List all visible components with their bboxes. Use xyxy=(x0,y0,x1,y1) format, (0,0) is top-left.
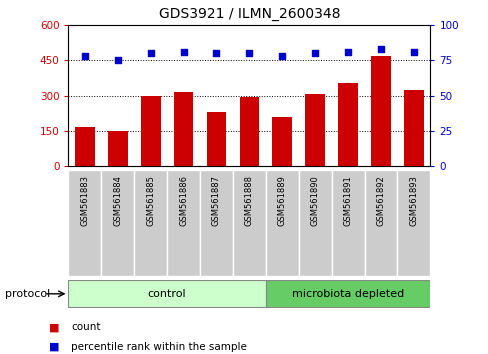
Bar xyxy=(134,170,167,276)
Point xyxy=(179,49,187,55)
Bar xyxy=(397,170,429,276)
Text: control: control xyxy=(147,289,186,299)
Point xyxy=(344,49,351,55)
Point xyxy=(81,53,89,59)
Text: GSM561891: GSM561891 xyxy=(343,175,352,226)
Bar xyxy=(141,96,160,166)
Point xyxy=(409,49,417,55)
Bar xyxy=(239,97,259,166)
Text: GSM561890: GSM561890 xyxy=(310,175,319,226)
Bar xyxy=(403,90,423,166)
Text: count: count xyxy=(71,322,100,332)
Bar xyxy=(370,56,390,166)
Text: GSM561887: GSM561887 xyxy=(212,175,221,226)
Text: ■: ■ xyxy=(49,342,59,352)
Text: GSM561893: GSM561893 xyxy=(408,175,418,226)
Bar xyxy=(338,82,357,166)
Title: GDS3921 / ILMN_2600348: GDS3921 / ILMN_2600348 xyxy=(158,7,340,21)
Bar xyxy=(298,170,331,276)
Text: ■: ■ xyxy=(49,322,59,332)
Bar xyxy=(272,117,291,166)
Bar xyxy=(232,170,265,276)
Text: GSM561885: GSM561885 xyxy=(146,175,155,226)
Bar xyxy=(206,112,226,166)
Text: protocol: protocol xyxy=(5,289,50,299)
Bar xyxy=(265,280,429,307)
Bar xyxy=(101,170,134,276)
Text: microbiota depleted: microbiota depleted xyxy=(291,289,404,299)
Text: GSM561884: GSM561884 xyxy=(113,175,122,226)
Bar xyxy=(167,170,200,276)
Text: GSM561886: GSM561886 xyxy=(179,175,188,226)
Bar xyxy=(200,170,232,276)
Text: GSM561888: GSM561888 xyxy=(244,175,253,226)
Bar xyxy=(68,170,101,276)
Point xyxy=(376,46,384,52)
Bar xyxy=(305,94,325,166)
Text: percentile rank within the sample: percentile rank within the sample xyxy=(71,342,246,352)
Bar xyxy=(265,170,298,276)
Point xyxy=(245,50,253,56)
Text: GSM561892: GSM561892 xyxy=(376,175,385,226)
Text: GSM561889: GSM561889 xyxy=(277,175,286,226)
Point xyxy=(146,50,154,56)
Bar xyxy=(75,127,95,166)
Bar xyxy=(364,170,397,276)
Bar xyxy=(173,92,193,166)
Point xyxy=(311,50,319,56)
Bar xyxy=(331,170,364,276)
Point xyxy=(114,57,122,63)
Text: GSM561883: GSM561883 xyxy=(80,175,89,226)
Bar xyxy=(108,131,127,166)
Point xyxy=(278,53,285,59)
Bar xyxy=(68,280,265,307)
Point xyxy=(212,50,220,56)
